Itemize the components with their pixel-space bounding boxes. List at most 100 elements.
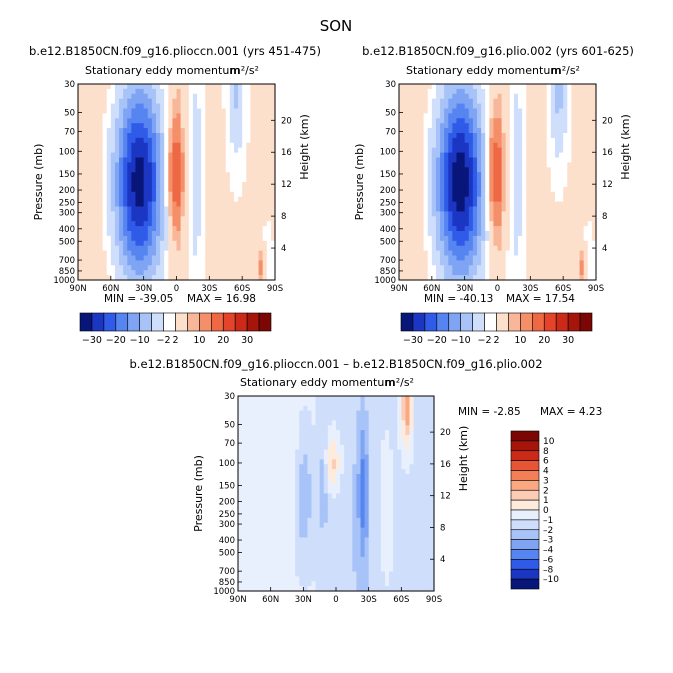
field-cell [591, 231, 597, 237]
field-cell [262, 142, 268, 149]
field-cell [411, 137, 417, 144]
field-cell [360, 444, 366, 451]
field-cell [135, 128, 141, 134]
field-cell [213, 231, 219, 237]
field-cell [417, 435, 423, 441]
field-cell [205, 137, 210, 144]
field-cell [143, 206, 149, 212]
field-cell [423, 231, 429, 237]
field-cell [376, 474, 382, 480]
field-cell [331, 405, 337, 412]
field-cell [319, 435, 325, 441]
field-cell [258, 454, 264, 460]
field-cell [250, 493, 255, 499]
field-cell [440, 157, 445, 163]
field-cell [493, 260, 499, 266]
field-cell [98, 250, 104, 257]
field-cell [489, 275, 494, 281]
field-cell [238, 478, 243, 485]
field-cell [197, 113, 202, 119]
field-cell [452, 275, 458, 281]
field-cell [250, 123, 256, 129]
field-cell [94, 182, 100, 188]
field-cell [201, 206, 206, 212]
field-cell [440, 177, 445, 183]
field-cell [172, 113, 178, 119]
field-cell [242, 235, 247, 242]
field-cell [131, 118, 137, 124]
field-cell [538, 211, 544, 217]
field-cell [78, 221, 83, 227]
colorbar-label: −20 [106, 335, 126, 346]
field-cell [456, 147, 462, 154]
field-cell [168, 245, 173, 252]
field-cell [472, 142, 478, 149]
field-cell [295, 469, 300, 475]
field-cell [485, 137, 490, 144]
field-cell [242, 157, 247, 163]
field-cell [127, 196, 132, 203]
field-cell [431, 84, 437, 90]
field-cell [197, 260, 202, 266]
field-cell [139, 216, 145, 222]
field-cell [184, 142, 190, 149]
field-cell [538, 226, 544, 232]
field-cell [151, 128, 157, 134]
field-cell [513, 93, 519, 100]
field-cell [102, 162, 108, 168]
field-cell [440, 84, 445, 90]
field-cell [266, 488, 272, 495]
field-cell [497, 240, 503, 247]
field-cell [90, 265, 96, 271]
field-cell [411, 186, 417, 193]
field-cell [554, 84, 560, 90]
field-cell [188, 235, 194, 242]
field-cell [554, 167, 560, 173]
right-y-tick-label: 16 [281, 148, 292, 158]
field-cell [481, 133, 486, 139]
field-cell [575, 118, 581, 124]
field-cell [403, 167, 408, 173]
field-cell [389, 425, 394, 431]
field-cell [90, 137, 96, 144]
field-cell [405, 444, 411, 451]
field-cell [90, 226, 96, 232]
field-cell [184, 270, 190, 276]
field-cell [440, 216, 445, 222]
field-cell [82, 177, 87, 183]
field-cell [229, 240, 235, 247]
field-cell [567, 206, 572, 212]
field-cell [567, 172, 572, 178]
field-cell [368, 415, 374, 421]
field-cell [336, 410, 341, 417]
field-cell [188, 250, 194, 257]
field-cell [201, 216, 206, 222]
field-cell [481, 157, 486, 163]
field-cell [460, 162, 466, 168]
field-cell [497, 167, 503, 173]
field-cell [435, 88, 441, 95]
field-cell [497, 177, 503, 183]
field-cell [327, 400, 333, 407]
field-cell [238, 474, 243, 480]
field-cell [448, 255, 453, 261]
field-cell [270, 108, 276, 114]
field-cell [176, 84, 182, 90]
field-cell [481, 245, 486, 252]
field-cell [295, 449, 300, 456]
field-cell [352, 449, 358, 456]
field-cell [440, 231, 445, 237]
field-cell [563, 260, 568, 266]
field-cell [567, 113, 572, 119]
field-cell [571, 206, 577, 212]
field-cell [435, 172, 441, 178]
field-cell [238, 182, 243, 188]
field-cell [550, 265, 556, 271]
field-cell [403, 226, 408, 232]
field-cell [448, 191, 453, 198]
field-cell [583, 231, 589, 237]
field-cell [407, 265, 412, 271]
field-cell [221, 147, 227, 154]
field-cell [139, 152, 145, 159]
field-cell [368, 396, 374, 402]
